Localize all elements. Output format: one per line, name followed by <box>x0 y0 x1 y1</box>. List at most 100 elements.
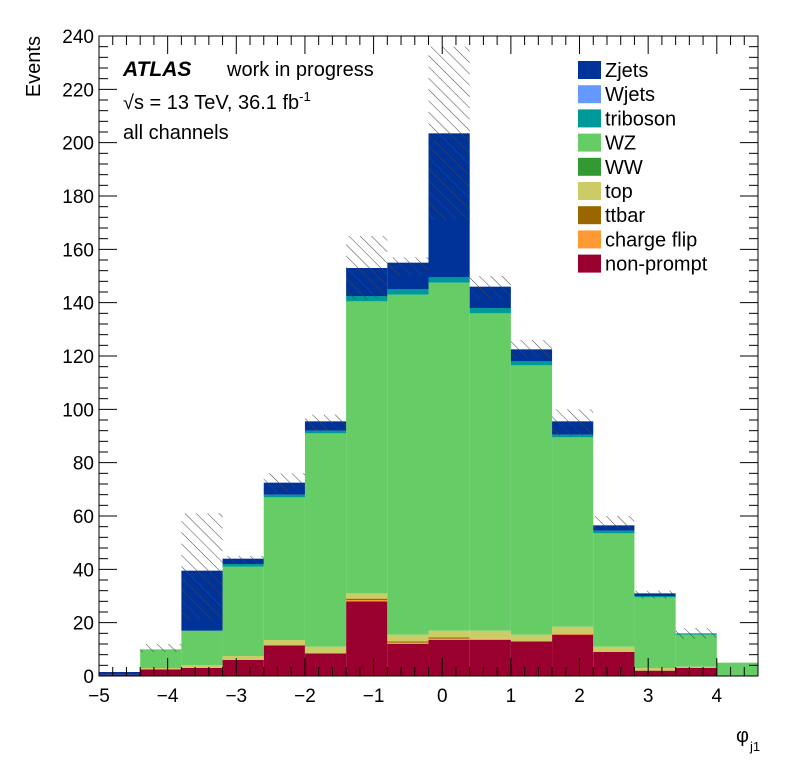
x-tick-label-9: 4 <box>712 686 723 707</box>
uncertainty-bin-8 <box>428 46 470 220</box>
x-tick-label-4: −1 <box>363 686 385 707</box>
bar-top-bin-7 <box>387 634 429 642</box>
bar-wz-bin-14 <box>675 634 717 667</box>
bar-wz-bin-2 <box>181 630 223 666</box>
bar-wz-bin-13 <box>634 597 676 668</box>
x-tick-label-7: 2 <box>574 686 585 707</box>
legend-swatch-wjets <box>578 85 601 104</box>
x-tick-label-5: 0 <box>437 686 448 707</box>
y-tick-label-5: 100 <box>62 400 94 421</box>
bar-top-bin-2 <box>181 665 223 668</box>
energy-sup: -1 <box>299 89 311 104</box>
y-tick-label-7: 140 <box>62 294 94 315</box>
bar-top-bin-4 <box>263 640 305 646</box>
uncertainty-bin-7 <box>387 257 429 276</box>
legend-label-wz: WZ <box>605 133 636 155</box>
bar-top-bin-3 <box>222 656 264 660</box>
bar-non-prompt-bin-14 <box>675 668 717 676</box>
uncertainty-bin-1 <box>140 644 182 652</box>
uncertainty-bin-11 <box>552 409 594 436</box>
uncertainty-bin-0 <box>99 672 141 675</box>
bar-non-prompt-bin-6 <box>346 601 388 676</box>
uncertainty-bin-3 <box>222 556 264 564</box>
y-tick-label-0: 0 <box>83 667 94 688</box>
bar-triboson-bin-7 <box>387 289 429 295</box>
uncertainty-bin-13 <box>634 590 676 599</box>
x-axis-title-sub: j1 <box>749 739 760 754</box>
legend-swatch-ttbar <box>578 206 601 225</box>
legend-swatch-zjets <box>578 61 601 79</box>
bar-ttbar-bin-7 <box>387 641 429 643</box>
bar-top-bin-13 <box>634 668 676 671</box>
bar-non-prompt-bin-12 <box>593 652 635 676</box>
x-tick-label-2: −3 <box>225 686 247 707</box>
uncertainty-bin-9 <box>469 276 511 300</box>
bar-top-bin-11 <box>552 626 594 634</box>
y-tick-label-1: 20 <box>73 614 94 635</box>
y-tick-label-11: 220 <box>62 80 94 101</box>
uncertainty-bin-5 <box>304 414 347 431</box>
bar-non-prompt-bin-8 <box>428 640 470 676</box>
x-tick-label-8: 3 <box>643 686 654 707</box>
x-tick-label-6: 1 <box>506 686 517 707</box>
bar-top-bin-14 <box>675 666 717 668</box>
uncertainty-band <box>99 46 717 675</box>
legend-swatch-non-prompt <box>578 254 601 273</box>
y-axis-title: Events <box>23 36 45 97</box>
atlas-label: ATLAS <box>122 58 191 81</box>
legend-label-top: top <box>605 181 633 203</box>
bar-triboson-bin-8 <box>428 277 470 283</box>
x-tick-label-1: −4 <box>157 686 179 707</box>
bar-ttbar-bin-8 <box>428 637 470 639</box>
bar-wz-bin-15 <box>716 662 758 676</box>
bar-triboson-bin-3 <box>222 564 264 567</box>
uncertainty-bin-10 <box>510 340 553 359</box>
y-tick-label-2: 40 <box>73 560 94 581</box>
x-axis-title: φj1 <box>736 725 760 754</box>
channel-label: all channels <box>123 122 229 144</box>
y-tick-label-6: 120 <box>62 347 94 368</box>
bar-top-bin-10 <box>510 634 553 642</box>
bar-wz-bin-8 <box>428 282 470 631</box>
legend-label-zjets: Zjets <box>605 60 648 82</box>
uncertainty-bin-2 <box>181 513 223 620</box>
bar-charge-flip-bin-7 <box>387 642 429 644</box>
y-tick-label-10: 200 <box>62 134 94 155</box>
legend-label-non-prompt: non-prompt <box>605 254 708 276</box>
bar-top-bin-1 <box>140 668 182 670</box>
x-tick-label-3: −2 <box>294 686 316 707</box>
bar-wz-bin-1 <box>140 649 182 668</box>
legend-swatch-ww <box>578 157 601 176</box>
energy-sqrt: √s <box>123 92 144 114</box>
bar-charge-flip-bin-6 <box>346 600 388 602</box>
bar-top-bin-6 <box>346 593 388 599</box>
uncertainty-bin-6 <box>346 236 388 300</box>
legend-swatch-charge-flip <box>578 230 601 249</box>
bar-charge-flip-bin-11 <box>552 633 594 635</box>
bar-non-prompt-bin-10 <box>510 641 553 676</box>
legend-swatch-wz <box>578 133 601 152</box>
legend-label-ww: WW <box>605 157 643 179</box>
energy-label: √s = 13 TeV, 36.1 fb-1 <box>123 89 311 114</box>
bar-top-bin-8 <box>428 630 470 638</box>
legend-label-triboson: triboson <box>605 108 676 130</box>
uncertainty-bin-12 <box>593 516 635 530</box>
bar-non-prompt-bin-4 <box>263 645 305 676</box>
legend-swatch-triboson <box>578 109 601 128</box>
bar-non-prompt-bin-11 <box>552 634 594 676</box>
bar-triboson-bin-10 <box>510 361 553 366</box>
legend-swatch-top <box>578 182 601 200</box>
legend-label-charge-flip: charge flip <box>605 229 697 251</box>
bar-wz-bin-11 <box>552 437 594 627</box>
bar-triboson-bin-12 <box>593 530 635 534</box>
bar-non-prompt-bin-7 <box>387 644 429 676</box>
bar-top-bin-5 <box>304 646 347 654</box>
status-label: work in progress <box>226 59 374 81</box>
bar-top-bin-12 <box>593 646 635 652</box>
energy-text: = 13 TeV, 36.1 fb <box>144 92 299 114</box>
histogram-bars <box>99 133 758 676</box>
bar-wz-bin-5 <box>304 433 347 647</box>
y-tick-label-4: 80 <box>73 454 94 475</box>
bar-wz-bin-9 <box>469 313 511 631</box>
